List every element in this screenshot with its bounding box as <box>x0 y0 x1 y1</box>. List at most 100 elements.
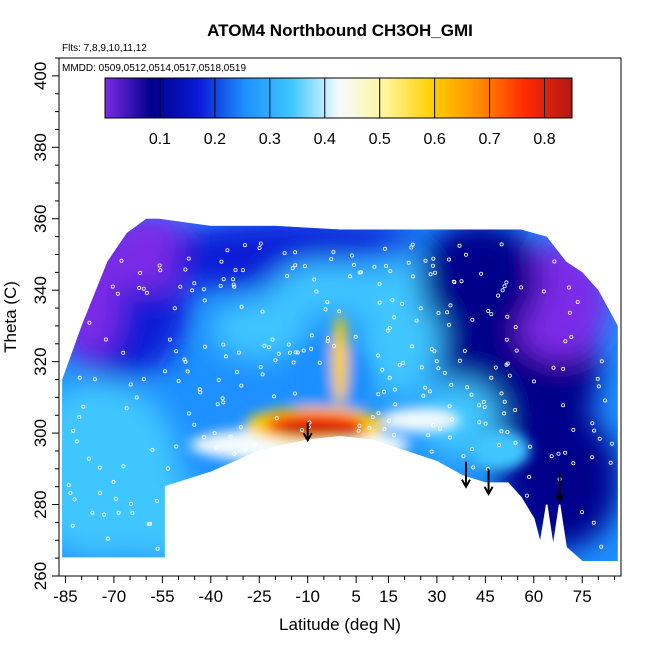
observation-point <box>504 280 509 285</box>
observation-point <box>276 351 281 356</box>
dates-note: MMDD: 0509,0512,0514,0517,0518,0519 <box>62 63 246 74</box>
observation-point <box>174 444 179 449</box>
observation-point <box>442 370 447 375</box>
observation-point <box>273 358 278 363</box>
observation-point <box>314 289 319 294</box>
observation-point <box>212 431 217 436</box>
observation-point <box>174 349 179 354</box>
surface-outline <box>62 435 618 563</box>
y-axis: 260 280 300 320 340 360 380 400 <box>31 57 59 590</box>
observation-point <box>274 416 279 421</box>
observation-point <box>202 298 207 303</box>
observation-point <box>590 455 595 460</box>
observation-point <box>423 385 428 390</box>
observation-point <box>388 269 393 274</box>
y-tick-label: 380 <box>31 133 50 161</box>
x-tick-label: 45 <box>476 587 495 606</box>
observation-point <box>432 270 437 275</box>
observation-point <box>323 307 328 312</box>
observation-point <box>377 282 382 287</box>
data-field <box>62 218 618 563</box>
observation-point <box>312 277 317 282</box>
observation-point <box>459 279 464 284</box>
observation-point <box>234 369 239 374</box>
observation-point <box>423 258 428 263</box>
observation-point <box>146 522 151 527</box>
observation-point <box>329 256 334 261</box>
observation-point <box>486 308 491 313</box>
observation-point <box>293 350 298 355</box>
arrow-head <box>554 493 565 503</box>
observation-point <box>556 451 561 456</box>
colorbar: 0.1 0.2 0.3 0.4 0.5 0.6 0.7 0.8 <box>104 77 573 148</box>
observation-point <box>461 454 466 459</box>
observation-point <box>514 348 519 353</box>
x-tick-label: 60 <box>524 587 543 606</box>
observation-point <box>240 268 245 273</box>
observation-point <box>410 274 415 279</box>
observation-point <box>463 252 468 257</box>
observation-point <box>66 483 71 488</box>
observation-point <box>502 411 507 416</box>
flights-note: Flts: 7,8,9,10,11,12 <box>62 43 147 54</box>
observation-point <box>527 474 532 479</box>
observation-point <box>98 491 103 496</box>
observation-point <box>70 523 75 528</box>
observation-point <box>232 284 237 289</box>
observation-point <box>471 465 476 470</box>
observation-point <box>502 399 507 404</box>
observation-point <box>258 364 263 369</box>
arrow-marks <box>302 422 565 503</box>
observation-point <box>293 250 298 255</box>
observation-point <box>221 400 226 405</box>
observation-point <box>215 402 220 407</box>
observation-point <box>291 360 296 365</box>
observation-point <box>356 428 361 433</box>
x-tick-label: -85 <box>53 587 78 606</box>
observation-point <box>447 404 452 409</box>
observation-point <box>376 411 381 416</box>
observation-point <box>377 300 382 305</box>
observation-point <box>257 245 262 250</box>
observation-point <box>496 443 501 448</box>
observation-point <box>287 350 292 355</box>
observation-point <box>71 428 76 433</box>
observation-point <box>201 287 206 292</box>
observation-point <box>290 266 295 271</box>
observation-point <box>502 284 507 289</box>
observation-point <box>238 425 243 430</box>
observation-point <box>121 464 126 469</box>
colorbar-tick-label: 0.2 <box>204 131 226 148</box>
observation-point <box>258 241 263 246</box>
observation-point <box>449 417 454 422</box>
observation-point <box>176 378 181 383</box>
colorbar-rect <box>104 77 573 119</box>
y-tick-label: 360 <box>31 205 50 233</box>
observation-point <box>392 315 397 320</box>
observation-point <box>185 369 190 374</box>
observation-point <box>121 350 126 355</box>
y-tick-label: 280 <box>31 490 50 518</box>
y-tick-label: 260 <box>31 562 50 590</box>
observation-point <box>141 377 146 382</box>
observation-point <box>505 314 510 319</box>
observation-point <box>429 449 434 454</box>
observation-point <box>225 248 230 253</box>
observation-point <box>571 427 576 432</box>
observation-point <box>447 435 452 440</box>
observation-point <box>183 267 188 272</box>
observation-point <box>158 268 163 273</box>
observation-point <box>353 334 358 339</box>
colorbar-ticks: 0.1 0.2 0.3 0.4 0.5 0.6 0.7 0.8 <box>149 78 556 148</box>
observation-point <box>285 273 290 278</box>
observation-point <box>592 428 597 433</box>
observation-point <box>430 263 435 268</box>
colorbar-tick-label: 0.7 <box>478 131 500 148</box>
colorbar-tick-label: 0.5 <box>369 131 391 148</box>
observation-point <box>549 454 554 459</box>
observation-point <box>221 277 226 282</box>
observation-point <box>111 479 116 484</box>
observation-point <box>505 430 510 435</box>
observation-point <box>216 378 221 383</box>
